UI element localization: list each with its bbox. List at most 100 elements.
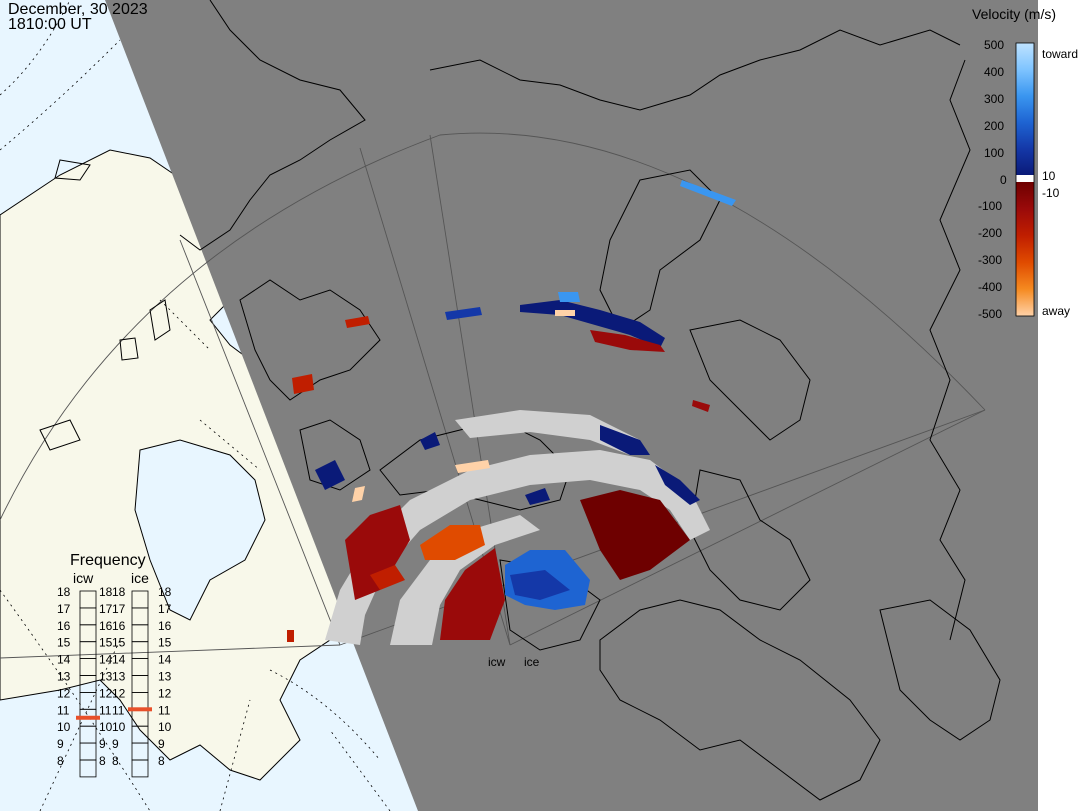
colorbar-tick-label: 0: [1000, 173, 1007, 187]
far-range-scatter: [680, 180, 736, 206]
velocity-scale-title: Velocity (m/s): [972, 6, 1056, 22]
far-range-scatter: [445, 307, 482, 320]
frequency-cell: [79, 759, 97, 778]
colorbar-tick-label: 400: [984, 65, 1004, 79]
colorbar-tick-label: -10: [1042, 186, 1060, 200]
colorbar-toward: [1016, 43, 1034, 175]
away-velocity-region: [580, 490, 690, 580]
frequency-tick-label: 17: [57, 602, 71, 616]
frequency-tick-label: 18: [112, 585, 126, 599]
frequency-tick-label: 9: [112, 737, 119, 751]
colorbar-tick-label: -300: [978, 253, 1002, 267]
frequency-tick-label: 8: [57, 754, 64, 768]
away-velocity-region: [440, 548, 505, 640]
time-label: 1810:00 UT: [8, 16, 92, 33]
frequency-tick-label: 15: [158, 636, 172, 650]
frequency-tick-label: 11: [158, 703, 171, 717]
colorbar-tick-label: -400: [978, 280, 1002, 294]
radar-site-icw: icw: [488, 655, 506, 669]
colorbar-away: [1016, 182, 1034, 316]
colorbar-away-label: away: [1042, 304, 1070, 318]
frequency-tick-label: 13: [57, 670, 71, 684]
coastlines: [39, 0, 1001, 801]
frequency-tick-label: 13: [112, 670, 126, 684]
frequency-tick-label: 17: [99, 602, 113, 616]
far-range-scatter: [292, 374, 314, 394]
map-grid-dotted: [0, 0, 391, 811]
ground-scatter-arc: [390, 515, 540, 645]
frequency-title: Frequency: [70, 552, 146, 569]
far-range-scatter: [352, 486, 365, 502]
frequency-tick-label: 16: [158, 619, 172, 633]
toward-velocity-region: [315, 460, 345, 490]
day-ocean-bay: [134, 439, 266, 621]
toward-velocity-region: [510, 570, 570, 600]
frequency-tick-label: 15: [57, 636, 71, 650]
far-range-scatter: [558, 292, 580, 302]
frequency-marker: [76, 715, 100, 720]
map-grid: [0, 132, 986, 659]
colorbar-tick-label: -100: [978, 199, 1002, 213]
frequency-tick-label: 10: [57, 720, 71, 734]
frequency-tick-label: 18: [57, 585, 71, 599]
ground-scatter-arc: [325, 450, 710, 645]
frequency-station-ice: ice: [131, 570, 149, 586]
colorbar-tick-label: 500: [984, 38, 1004, 52]
frequency-station-icw: icw: [73, 570, 94, 586]
frequency-tick-label: 16: [99, 619, 113, 633]
frequency-tick-label: 17: [158, 602, 172, 616]
date-label: December, 30 2023: [8, 1, 148, 18]
frequency-tick-label: 10: [158, 720, 172, 734]
toward-velocity-region: [525, 488, 550, 505]
colorbar-ticks: 500400300200100100-10-100-200-300-400-50…: [978, 38, 1060, 321]
frequency-tick-label: 11: [99, 703, 112, 717]
frequency-tick-label: 11: [112, 703, 125, 717]
ground-scatter-arc: [455, 410, 640, 455]
frequency-tick-label: 8: [99, 754, 106, 768]
frequency-tick-label: 11: [57, 703, 70, 717]
frequency-tick-label: 14: [112, 653, 126, 667]
frequency-tick-label: 13: [158, 670, 172, 684]
colorbar-tick-label: -200: [978, 226, 1002, 240]
frequency-tick-label: 14: [99, 653, 113, 667]
frequency-tick-label: 9: [158, 737, 165, 751]
frequency-tick-label: 18: [99, 585, 113, 599]
frequency-tick-label: 12: [112, 686, 126, 700]
frequency-tick-label: 14: [57, 653, 71, 667]
frequency-tick-label: 10: [112, 720, 126, 734]
radar-velocity-data: [287, 180, 736, 645]
frequency-tick-label: 16: [112, 619, 126, 633]
legend-background: [1038, 0, 1083, 811]
far-range-scatter: [555, 310, 575, 316]
frequency-tick-label: 16: [57, 619, 71, 633]
colorbar-toward-label: toward: [1042, 47, 1078, 61]
frequency-tick-label: 12: [158, 686, 172, 700]
frequency-tick-label: 15: [99, 636, 113, 650]
frequency-tick-label: 18: [158, 585, 172, 599]
radar-site-ice: ice: [524, 655, 540, 669]
frequency-tick-label: 17: [112, 602, 126, 616]
colorbar-tick-label: 100: [984, 146, 1004, 160]
frequency-tick-label: 13: [99, 670, 113, 684]
colorbar-tick-label: 200: [984, 119, 1004, 133]
frequency-tick-label: 14: [158, 653, 172, 667]
far-range-scatter: [287, 630, 294, 642]
frequency-marker: [128, 707, 152, 712]
frequency-tick-label: 12: [57, 686, 71, 700]
frequency-tick-label: 10: [99, 720, 113, 734]
frequency-tick-label: 9: [99, 737, 106, 751]
far-range-scatter: [692, 400, 710, 412]
frequency-tick-label: 8: [158, 754, 165, 768]
frequency-tick-label: 8: [112, 754, 119, 768]
frequency-tick-label: 9: [57, 737, 64, 751]
frequency-tick-label: 15: [112, 636, 126, 650]
toward-velocity-region: [420, 432, 440, 450]
colorbar-tick-label: -500: [978, 307, 1002, 321]
colorbar-tick-label: 300: [984, 92, 1004, 106]
away-velocity-region: [420, 525, 485, 560]
away-velocity-region: [370, 565, 405, 590]
colorbar-tick-label: 10: [1042, 169, 1056, 183]
